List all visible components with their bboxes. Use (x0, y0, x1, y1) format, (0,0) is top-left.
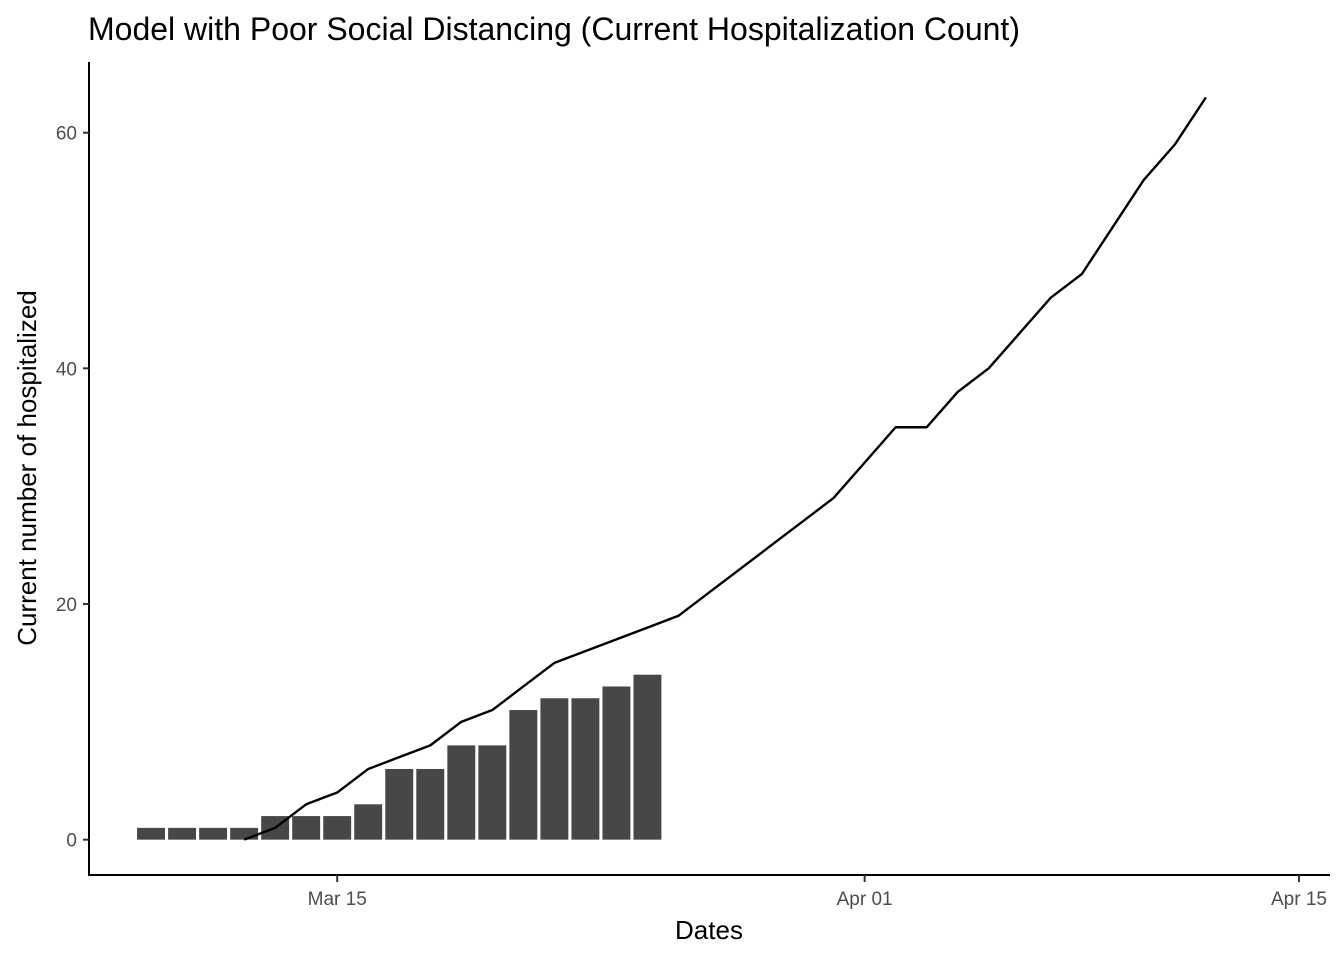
bar-3 (230, 827, 259, 840)
y-tick-label-0: 0 (66, 831, 77, 852)
line-layer (243, 96, 1207, 841)
y-axis-ticks: 0 20 40 60 (56, 124, 89, 852)
bar-6 (323, 816, 352, 840)
bar-5 (292, 816, 321, 840)
bar-11 (478, 745, 507, 840)
bar-10 (447, 745, 476, 840)
x-axis-title: Dates (675, 915, 743, 945)
y-tick-label-40: 40 (56, 359, 77, 380)
x-tick-label-1: Apr 01 (837, 889, 893, 910)
chart-title: Model with Poor Social Distancing (Curre… (88, 11, 1020, 47)
model-line (243, 96, 1207, 841)
bar-16 (633, 674, 662, 840)
x-tick-label-2: Apr 15 (1271, 889, 1327, 910)
y-axis-title: Current number of hospitalized (12, 290, 42, 646)
bar-1 (168, 827, 197, 840)
bar-2 (199, 827, 228, 840)
bar-13 (540, 698, 569, 840)
bar-12 (509, 710, 538, 840)
bars-layer (137, 674, 662, 840)
y-tick-label-20: 20 (56, 595, 77, 616)
bar-7 (354, 804, 383, 840)
x-tick-label-0: Mar 15 (308, 889, 367, 910)
bar-9 (416, 768, 445, 840)
bar-8 (385, 768, 414, 840)
bar-0 (137, 827, 166, 840)
y-tick-label-60: 60 (56, 124, 77, 145)
bar-15 (602, 686, 631, 840)
x-axis-ticks: Mar 15 Apr 01 Apr 15 (308, 875, 1327, 910)
bar-14 (571, 698, 600, 840)
